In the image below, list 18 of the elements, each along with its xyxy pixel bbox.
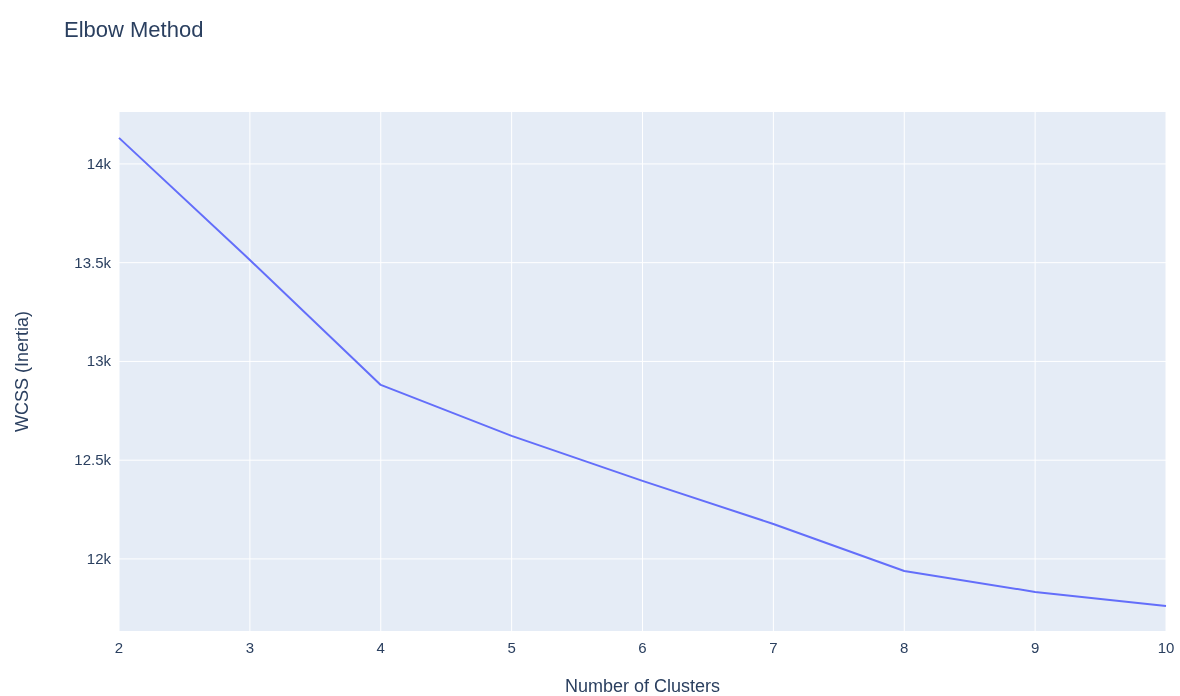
x-tick-label: 4: [376, 639, 385, 656]
x-tick-label: 2: [114, 639, 124, 656]
x-axis-title: Number of Clusters: [564, 676, 721, 696]
x-tick-label: 6: [638, 639, 647, 656]
y-tick-label: 13k: [86, 352, 112, 370]
y-tick-label: 12k: [86, 549, 112, 567]
y-tick-label: 13.5k: [74, 253, 112, 271]
line-series: [118, 136, 1167, 607]
x-tick-label: 9: [1030, 639, 1040, 656]
y-axis-title: WCSS (Inertia): [12, 310, 32, 433]
x-tick-label: 7: [769, 639, 778, 656]
x-tick-label: 10: [1157, 639, 1175, 656]
y-tick-label: 14k: [86, 154, 112, 172]
chart-title: Elbow Method: [64, 17, 204, 42]
x-tick-label: 8: [900, 639, 909, 656]
x-tick-label: 5: [507, 639, 516, 656]
x-tick-label: 3: [245, 639, 255, 656]
y-tick-label: 12.5k: [74, 451, 112, 469]
